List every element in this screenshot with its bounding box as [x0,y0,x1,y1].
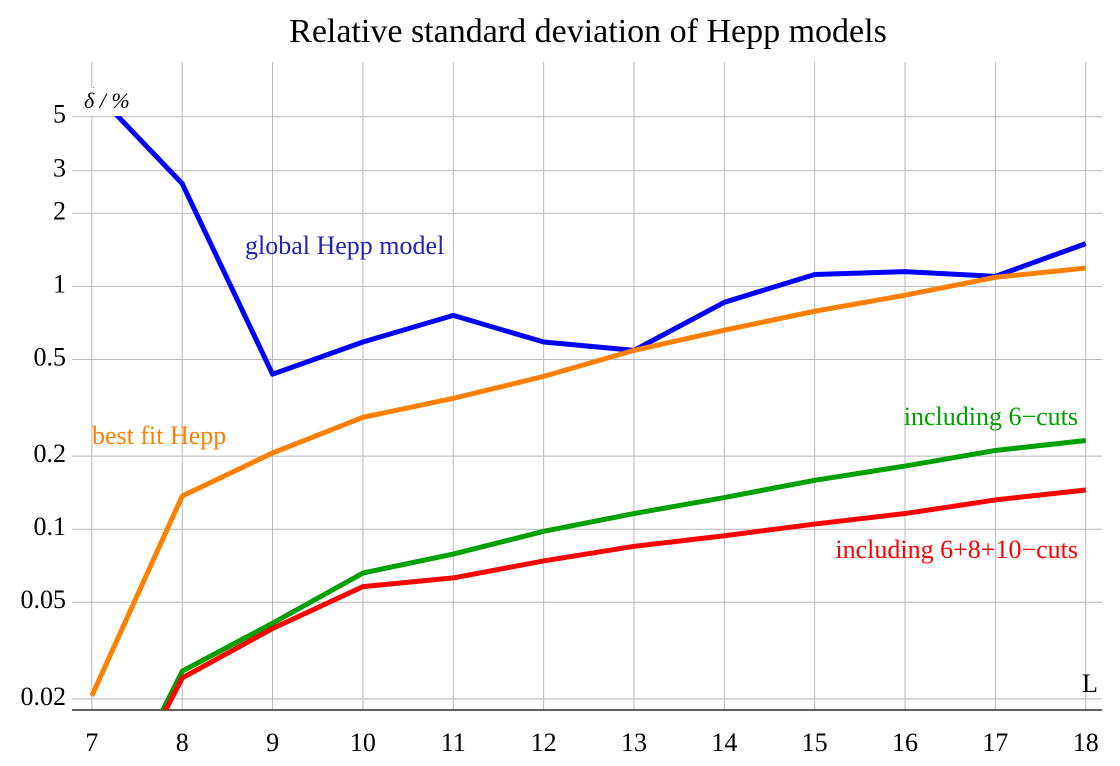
x-tick-label: 11 [441,728,466,757]
x-tick-label: 10 [350,728,376,757]
x-tick-label: 13 [621,728,647,757]
x-tick-label: 12 [531,728,557,757]
x-axis-label: L [1082,669,1098,698]
series-label: including 6+8+10−cuts [835,535,1078,564]
chart-title: Relative standard deviation of Hepp mode… [289,13,887,50]
x-tick-label: 7 [85,728,98,757]
y-tick-label: 3 [53,154,66,183]
series-line [89,265,1086,697]
x-tick-label: 17 [982,728,1008,757]
y-tick-label: 0.1 [34,512,67,541]
label-bg [78,88,156,116]
y-tick-label: 1 [53,269,66,298]
x-tick-label: 18 [1073,728,1099,757]
y-tick-label: 5 [53,100,66,129]
series-label: best fit Hepp [92,421,226,450]
y-axis-label: δ / % [84,88,130,113]
x-tick-label: 15 [802,728,828,757]
y-tick-label: 0.02 [21,682,67,711]
series-label: global Hepp model [245,231,444,260]
series-line [90,87,1087,377]
series-line [160,437,1087,710]
x-tick-label: 16 [892,728,918,757]
y-tick-label: 0.5 [34,342,67,371]
plot-area [89,87,1087,710]
y-tick-label: 2 [53,196,66,225]
x-tick-label: 14 [711,728,737,757]
y-tick-label: 0.05 [21,585,67,614]
x-tick-label: 8 [176,728,189,757]
series-label: including 6−cuts [904,402,1078,431]
series-line [162,487,1087,710]
grid [72,62,1102,710]
x-tick-label: 9 [266,728,279,757]
y-tick-label: 0.2 [34,439,67,468]
